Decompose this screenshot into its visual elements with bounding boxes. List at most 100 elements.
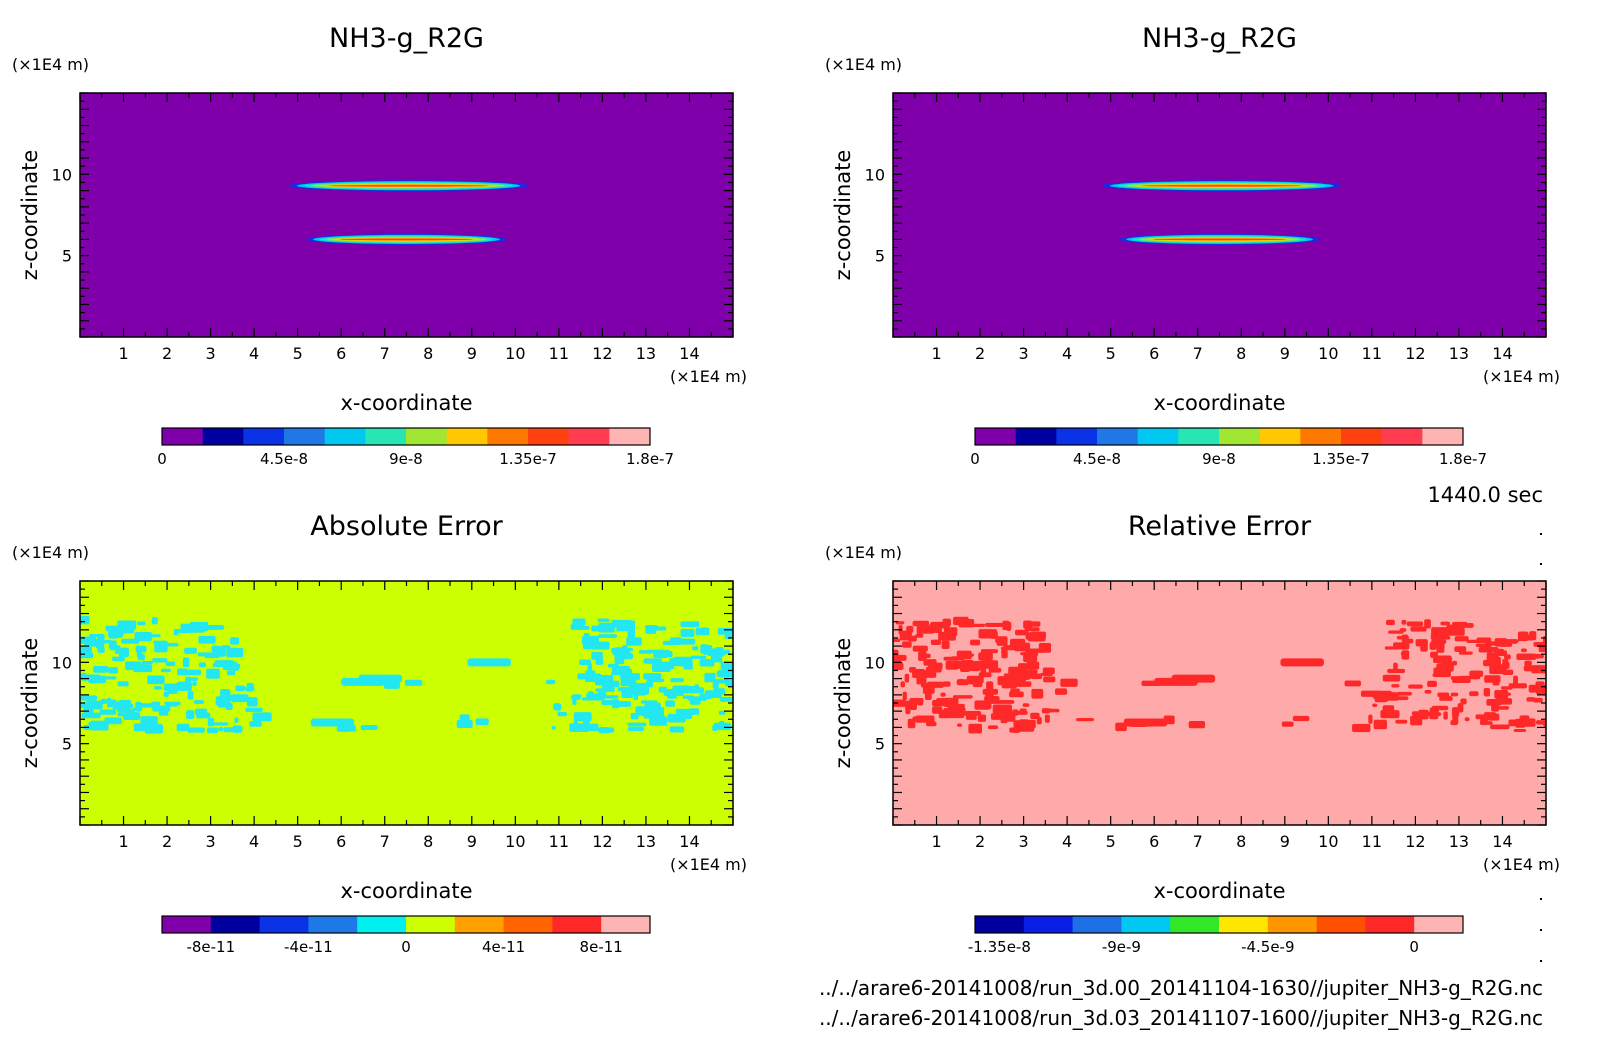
x-tick-label: 2: [162, 344, 172, 363]
error-cell: [336, 726, 350, 732]
error-cell: [176, 723, 190, 732]
error-cell: [1388, 630, 1404, 634]
error-cell: [215, 648, 226, 657]
error-cell: [147, 634, 161, 638]
error-cell: [230, 637, 240, 645]
error-cell: [551, 726, 556, 730]
error-cell: [986, 681, 994, 692]
error-cell: [247, 697, 258, 707]
x-axis-label: x-coordinate: [1153, 391, 1285, 415]
band-contour: [339, 238, 474, 241]
error-cell: [1513, 675, 1518, 686]
error-cell: [952, 695, 973, 699]
file-path-2: ../../arare6-20141008/run_3d.03_20141107…: [819, 1006, 1543, 1030]
x-tick-label: 9: [467, 832, 477, 851]
colorbar-swatch: [1015, 428, 1057, 445]
error-cell: [1410, 715, 1423, 726]
error-cell: [99, 709, 117, 715]
error-cell: [214, 660, 234, 664]
error-cell: [1021, 719, 1036, 729]
error-cell: [1450, 692, 1459, 697]
error-cell: [1517, 631, 1529, 642]
colorbar-swatch: [454, 916, 505, 933]
colorbar-label: 1.35e-7: [1312, 450, 1370, 468]
colorbar-swatch: [1219, 916, 1269, 933]
x-tick-label: 7: [1193, 344, 1203, 363]
error-cell: [1386, 619, 1395, 626]
error-cell: [644, 625, 659, 629]
error-cell: [1528, 684, 1546, 693]
error-cell: [1532, 653, 1541, 659]
error-cell: [972, 623, 986, 628]
error-cell: [1401, 619, 1407, 625]
colorbar-swatch: [162, 916, 212, 933]
error-cell: [970, 639, 981, 646]
concentration-band-2: [1119, 233, 1320, 245]
error-cell: [121, 638, 140, 644]
error-cell: [644, 707, 665, 717]
x-tick-label: 11: [1362, 832, 1382, 851]
error-cell: [667, 689, 677, 699]
error-cell: [1484, 675, 1501, 683]
error-cell: [973, 660, 985, 671]
colorbar-label: -1.35e-8: [968, 938, 1031, 956]
error-cell: [992, 704, 1013, 714]
x-tick-label: 9: [1280, 832, 1290, 851]
error-cell: [699, 659, 715, 667]
error-cell: [601, 682, 614, 691]
error-cell: [982, 688, 999, 695]
error-cell: [942, 681, 951, 687]
error-cell: [1406, 621, 1424, 627]
x-tick-label: 11: [549, 344, 569, 363]
colorbar: -8e-11 -4e-11 0 4e-11 8e-11: [161, 915, 651, 956]
plot-content: [80, 616, 733, 734]
chart-title: Relative Error: [1128, 511, 1312, 542]
error-cell: [1393, 662, 1398, 671]
error-cell: [1115, 722, 1127, 732]
error-cell: [158, 709, 169, 716]
error-cell: [682, 695, 694, 699]
chart-panel-4: Relative Error(×1E4 m)(×1E4 m)1 2 3 4 5 6 7 8 9 1…: [825, 511, 1560, 956]
x-tick-label: 10: [1318, 344, 1338, 363]
error-cell: [1384, 646, 1395, 650]
error-cell: [947, 711, 965, 719]
concentration-band-1: [1101, 180, 1342, 192]
error-cell: [706, 644, 713, 655]
error-cell: [998, 699, 1015, 704]
colorbar-label: 4.5e-8: [260, 450, 308, 468]
error-cell: [704, 672, 716, 683]
error-cell: [186, 710, 195, 720]
error-cell: [133, 723, 148, 732]
error-cell: [1484, 714, 1489, 721]
error-cell: [620, 673, 640, 681]
error-cell: [978, 652, 993, 661]
x-tick-label: 13: [636, 344, 656, 363]
colorbar-frame: [161, 915, 651, 934]
error-cell: [675, 638, 696, 645]
error-cell: [1020, 678, 1026, 683]
colorbar-swatch: [162, 428, 204, 445]
error-cell: [152, 658, 168, 663]
error-cell: [358, 674, 403, 683]
error-cell: [712, 681, 719, 690]
error-cell: [134, 662, 141, 666]
x-tick-label: 7: [380, 344, 390, 363]
error-cell: [1001, 649, 1008, 659]
error-cell: [184, 647, 197, 654]
error-cell: [151, 617, 158, 625]
error-cell: [638, 650, 652, 654]
error-cell: [1502, 698, 1510, 702]
error-cell: [1429, 642, 1437, 650]
plot-content: [1101, 180, 1342, 245]
colorbar-swatch: [243, 428, 285, 445]
error-cell: [1508, 683, 1528, 689]
error-cell: [97, 647, 105, 653]
error-cell: [932, 706, 943, 714]
error-cell: [924, 691, 932, 700]
error-cell: [1437, 692, 1450, 698]
error-cell: [456, 719, 473, 729]
x-axis-unit: (×1E4 m): [670, 855, 747, 874]
colorbar-swatch: [1121, 916, 1171, 933]
error-cell: [117, 620, 137, 630]
chart-title: NH3-g_R2G: [329, 23, 484, 54]
